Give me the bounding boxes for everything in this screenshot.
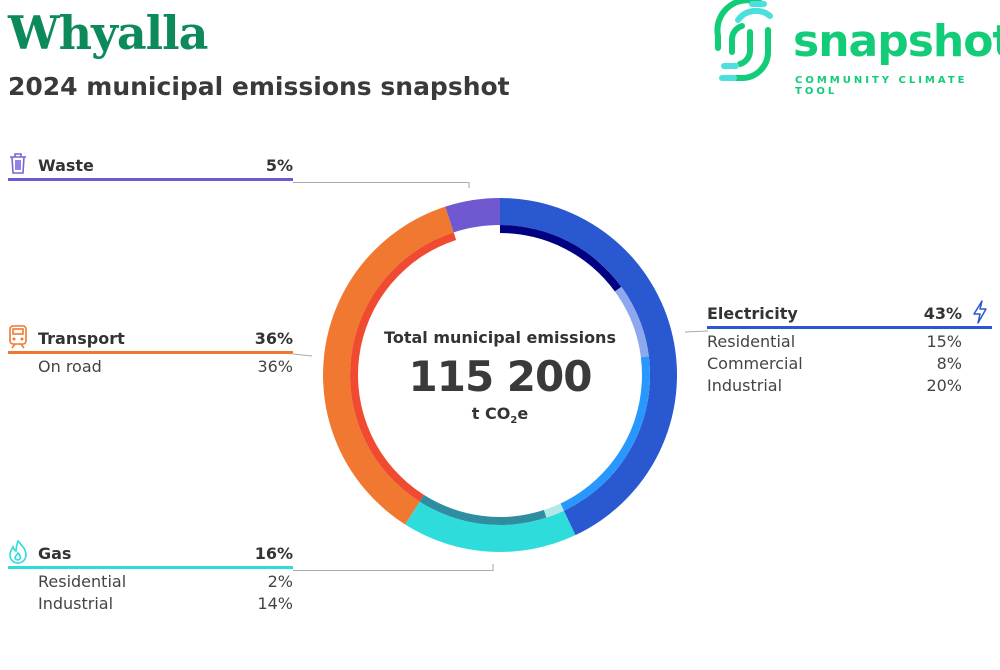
legend-label: Gas (38, 544, 72, 563)
page-subtitle: 2024 municipal emissions snapshot (8, 72, 510, 101)
donut-segment-gas (405, 501, 576, 552)
legend-bar (707, 326, 992, 329)
legend-bar (8, 178, 293, 181)
legend-sub-item: On road 36% (8, 354, 293, 376)
legend-label: Waste (38, 156, 94, 175)
legend-value: 43% (923, 304, 962, 323)
gas-connector (293, 564, 494, 571)
logo-wordmark: snapshot (793, 16, 1000, 67)
legend-value: 16% (254, 544, 293, 563)
sub-value: 8% (936, 354, 962, 373)
flame-icon (9, 540, 27, 564)
donut-segment-waste (445, 198, 500, 233)
logo-tagline: COMMUNITY CLIMATE TOOL (795, 75, 968, 97)
legend-sub-item: Residential 2% (8, 569, 293, 591)
sub-value: 15% (926, 332, 962, 351)
sub-value: 20% (926, 376, 962, 395)
snapshot-logo-icon (714, 0, 773, 81)
legend-sub-item: Industrial 14% (8, 591, 293, 613)
legend-label: Electricity (707, 304, 798, 323)
legend-gas: Gas 16% Residential 2% Industrial 14% (8, 540, 293, 613)
sub-value: 14% (257, 594, 293, 613)
sub-label: Industrial (38, 594, 114, 613)
donut-subsegment-transport-on-road (349, 232, 457, 502)
legend-transport: Transport 36% On road 36% (8, 325, 293, 376)
waste-connector (293, 182, 470, 188)
transport-connector (292, 353, 313, 357)
sub-label: On road (38, 357, 102, 376)
legend-value: 36% (254, 329, 293, 348)
electricity-connector (684, 330, 709, 333)
legend-sub-item: Residential 15% (707, 329, 992, 351)
donut-segment-transport (323, 206, 454, 525)
lightning-icon (973, 300, 987, 324)
trash-icon (10, 153, 26, 174)
legend-bar (8, 566, 293, 569)
sub-label: Commercial (707, 354, 803, 373)
donut-subsegment-electricity-residential (500, 225, 622, 292)
train-icon (9, 325, 27, 349)
donut-subsegment-electricity-industrial (560, 356, 650, 511)
legend-label: Transport (38, 329, 125, 348)
donut-subsegment-gas-industrial (419, 494, 547, 525)
legend-sub-item: Commercial 8% (707, 351, 992, 373)
legend-electricity: Electricity 43% Residential 15% Commercia… (707, 300, 992, 395)
sub-label: Residential (707, 332, 796, 351)
legend-bar (8, 351, 293, 354)
total-value: 115 200 (408, 352, 593, 401)
donut-segment-electricity (500, 198, 677, 536)
unit-prefix: t CO (471, 404, 511, 423)
legend-value: 5% (265, 156, 293, 175)
unit-subscript: 2 (510, 415, 518, 427)
donut-subsegment-gas-residential (543, 503, 564, 518)
page-title: Whyalla (8, 6, 208, 60)
sub-label: Industrial (707, 376, 783, 395)
donut-subsegment-electricity-commercial (614, 286, 649, 358)
total-unit: t CO2e (380, 404, 620, 426)
unit-suffix: e (517, 404, 529, 423)
legend-sub-item: Industrial 20% (707, 373, 992, 395)
legend-waste: Waste 5% (8, 152, 293, 181)
sub-label: Residential (38, 572, 127, 591)
sub-value: 36% (257, 357, 293, 376)
total-label: Total municipal emissions (384, 328, 616, 347)
sub-value: 2% (267, 572, 293, 591)
